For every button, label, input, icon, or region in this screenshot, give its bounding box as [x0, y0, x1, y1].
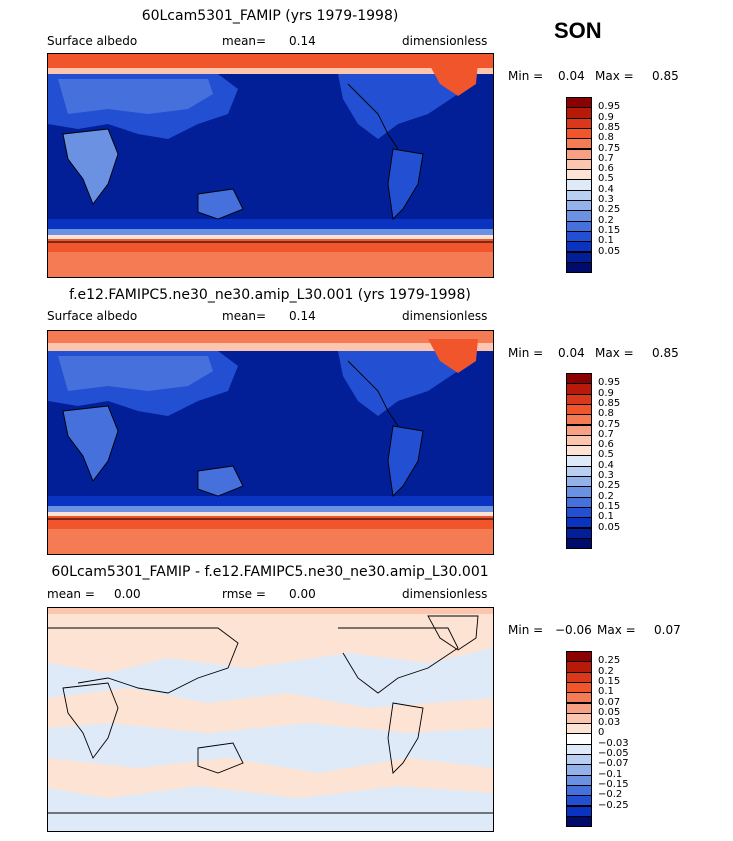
colorbar-label: 0.8: [598, 132, 614, 144]
panel-3-map: [47, 607, 494, 832]
colorbar-label: 0.3: [598, 470, 614, 481]
colorbar-label: 0.95: [598, 377, 621, 389]
panel-2-max-label: Max =: [595, 346, 634, 360]
panel-3-max-value: 0.07: [654, 623, 681, 637]
colorbar-label: 0.6: [598, 439, 614, 451]
panel-2-mean-value: 0.14: [289, 309, 316, 323]
panel-1-min-value: 0.04: [558, 69, 585, 83]
colorbar-label: 0.1: [598, 511, 614, 523]
panel-1-title: 60Lcam5301_FAMIP (yrs 1979-1998): [141, 8, 399, 24]
panel-3-min-label: Min =: [508, 623, 544, 637]
panel-1-mean-label: mean=: [222, 34, 267, 48]
colorbar-label: 0.15: [598, 500, 621, 512]
colorbar-label: 0.05: [598, 521, 621, 533]
colorbar-label: 0.2: [598, 214, 614, 226]
colorbar-label: 0.03: [598, 717, 621, 729]
panel-2-title: f.e12.FAMIPC5.ne30_ne30.amip_L30.001 (yr…: [69, 287, 471, 303]
colorbar-swatch: [566, 261, 592, 274]
difference-map: [48, 608, 493, 831]
panel-2-min-value: 0.04: [558, 346, 585, 360]
panel-2-mean-label: mean=: [222, 309, 267, 323]
colorbar-label: 0.75: [598, 142, 621, 154]
panel-2-map: [47, 330, 494, 555]
colorbar-label: 0.3: [598, 194, 614, 205]
colorbar-label: 0.85: [598, 121, 621, 133]
panel-3-min-value: −0.06: [555, 623, 592, 637]
colorbar-label: 0.1: [598, 235, 614, 247]
panel-3-units: dimensionless: [402, 587, 488, 601]
colorbar-label: 0.85: [598, 397, 621, 409]
colorbar-label: 0.2: [598, 665, 614, 677]
panel-3-title: 60Lcam5301_FAMIP - f.e12.FAMIPC5.ne30_ne…: [51, 564, 489, 580]
colorbar-label: 0.05: [598, 706, 621, 718]
colorbar-swatch: [566, 537, 592, 550]
panel-1-variable: Surface albedo: [47, 34, 138, 48]
panel-3-max-label: Max =: [597, 623, 636, 637]
panel-2-min-label: Min =: [508, 346, 544, 360]
colorbar-label: −0.05: [598, 748, 629, 759]
colorbar-label: 0.05: [598, 245, 621, 257]
panel-3-rmse-label: rmse =: [222, 587, 266, 601]
panel-1-min-label: Min =: [508, 69, 544, 83]
colorbar-label: 0.7: [598, 428, 614, 440]
colorbar-label: 0.25: [598, 480, 621, 492]
panel-1-units: dimensionless: [402, 34, 488, 48]
colorbar-label: 0.25: [598, 204, 621, 216]
colorbar-label: 0: [598, 727, 605, 739]
season-label: SON: [554, 18, 602, 43]
colorbar-label: 0.5: [598, 449, 614, 461]
colorbar-label: 0.25: [598, 655, 621, 667]
colorbar-label: 0.6: [598, 163, 614, 175]
colorbar-label: 0.4: [598, 459, 614, 471]
colorbar-label: −0.15: [598, 778, 629, 790]
albedo-map-2: [48, 331, 493, 554]
panel-3-mean: mean = 0.00: [47, 587, 141, 601]
panel-2-max-value: 0.85: [652, 346, 679, 360]
colorbar-label: −0.25: [598, 799, 629, 811]
panel-2-units: dimensionless: [402, 309, 488, 323]
albedo-map-1: [48, 54, 493, 277]
panel-1-max-value: 0.85: [652, 69, 679, 83]
colorbar-label: 0.15: [598, 224, 621, 236]
colorbar-label: 0.07: [598, 696, 621, 708]
panel-1-map: [47, 53, 494, 278]
colorbar-label: −0.2: [598, 789, 623, 801]
colorbar-label: 0.15: [598, 675, 621, 687]
colorbar-swatch: [566, 815, 592, 828]
colorbar-label: 0.75: [598, 418, 621, 430]
colorbar-label: 0.2: [598, 490, 614, 502]
colorbar-label: −0.03: [598, 737, 629, 749]
panel-1-max-label: Max =: [595, 69, 634, 83]
panel-3-rmse-value: 0.00: [289, 587, 316, 601]
colorbar-label: 0.4: [598, 183, 614, 195]
colorbar-label: 0.1: [598, 686, 614, 698]
panel-2-variable: Surface albedo: [47, 309, 138, 323]
panel-1-mean-value: 0.14: [289, 34, 316, 48]
colorbar-label: −0.1: [598, 768, 623, 780]
colorbar-label: 0.95: [598, 101, 621, 113]
colorbar-label: 0.9: [598, 111, 614, 123]
colorbar-label: 0.7: [598, 152, 614, 164]
colorbar-label: 0.9: [598, 387, 614, 399]
colorbar-label: 0.8: [598, 408, 614, 420]
colorbar-label: −0.07: [598, 758, 629, 770]
colorbar-label: 0.5: [598, 173, 614, 185]
